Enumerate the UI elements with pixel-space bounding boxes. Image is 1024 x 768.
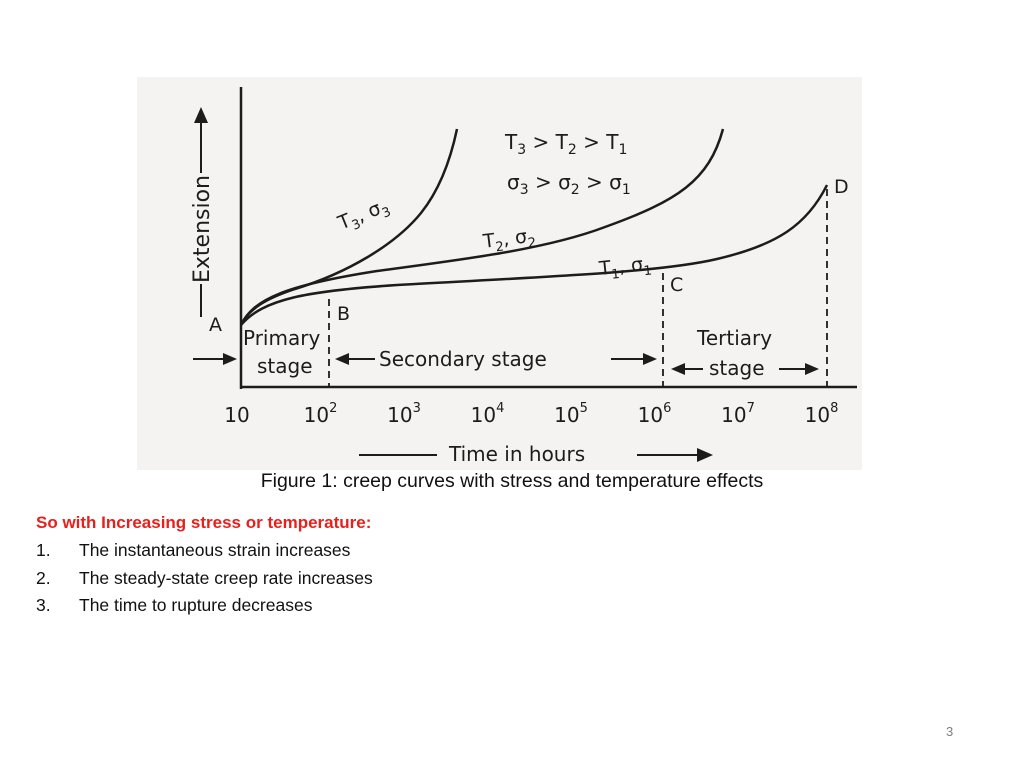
list-item-text: The instantaneous strain increases <box>79 540 351 560</box>
curve-label-t1: T1, σ1 <box>597 253 653 284</box>
x-axis-label: Time in hours <box>448 442 585 466</box>
x-tick-labels: 10 102 103 104 105 106 107 108 <box>224 401 838 427</box>
stage-primary-line2: stage <box>257 354 313 378</box>
x-tick-label: 107 <box>721 401 755 427</box>
curve-label-t3: T3, σ3 <box>334 194 393 238</box>
curve-label-t1-t-sub: 1 <box>611 267 621 283</box>
x-tick-label: 106 <box>638 401 672 427</box>
tertiary-left-arrowhead <box>671 363 685 375</box>
curve-t2-sigma2 <box>239 128 725 326</box>
tertiary-right-arrowhead <box>805 363 819 375</box>
list-item-number: 2. <box>36 567 51 588</box>
creep-curves-figure: Extension A T3, σ3 T2, σ2 T1, σ1 T 3 <box>137 77 862 470</box>
list-item-number: 3. <box>36 595 51 615</box>
curve-label-t1-s: σ <box>630 253 644 276</box>
list-item-number: 1. <box>36 540 51 560</box>
stress-order-text: σ3 > σ2 > σ1 <box>507 170 631 198</box>
figure-caption: Figure 1: creep curves with stress and t… <box>260 470 764 492</box>
x-tick-label: 102 <box>304 401 338 427</box>
x-label-arrowhead <box>697 448 713 462</box>
point-c-label: C <box>670 274 683 296</box>
x-tick-label: 103 <box>387 401 421 427</box>
secondary-left-arrowhead <box>335 353 349 365</box>
stage-primary-line1: Primary <box>243 326 320 350</box>
curve-t1-sigma1 <box>240 184 829 326</box>
svg-text:T3, σ3: T3, σ3 <box>334 194 393 238</box>
curve-label-t2-t-sub: 2 <box>495 239 505 255</box>
curve-label-t3-s-sub: 3 <box>380 205 393 222</box>
curve-label-t1-t: T <box>597 257 612 280</box>
x-tick-label: 105 <box>554 401 588 427</box>
curve-label-t1-s-sub: 1 <box>643 264 653 280</box>
point-a-label: A <box>209 314 222 336</box>
temperature-order-text: T3 > T2 > T1 <box>504 130 627 158</box>
svg-text:T1, σ1: T1, σ1 <box>597 253 653 284</box>
x-tick-label: 108 <box>805 401 839 427</box>
curve-label-t2: T2, σ2 <box>481 225 537 257</box>
curve-label-t2-t: T <box>481 229 497 252</box>
stage-tertiary-line1: Tertiary <box>696 326 772 350</box>
stage-secondary: Secondary stage <box>379 347 547 371</box>
list-item-text: The steady-state creep rate increases <box>79 567 373 588</box>
svg-text:T2, σ2: T2, σ2 <box>481 225 537 257</box>
x-tick-label: 104 <box>471 401 505 427</box>
secondary-right-arrowhead <box>643 353 657 365</box>
stage-tertiary-line2: stage <box>709 356 765 380</box>
x-tick-label: 10 <box>224 403 249 427</box>
point-b-label: B <box>337 303 350 325</box>
y-label-arrowhead <box>194 107 208 123</box>
page-number: 3 <box>946 724 954 739</box>
curve-label-t2-s-sub: 2 <box>527 235 537 251</box>
curve-label-t2-s: σ <box>514 226 529 249</box>
list-item-text: The time to rupture decreases <box>79 595 313 615</box>
section-heading: So with Increasing stress or temperature… <box>36 513 372 532</box>
creep-curves-svg: Extension A T3, σ3 T2, σ2 T1, σ1 T 3 <box>190 87 857 466</box>
y-axis-label: Extension <box>190 175 215 283</box>
start-arrowhead <box>223 353 237 365</box>
point-d-label: D <box>834 176 849 198</box>
y-axis-label-group: Extension <box>190 107 215 317</box>
